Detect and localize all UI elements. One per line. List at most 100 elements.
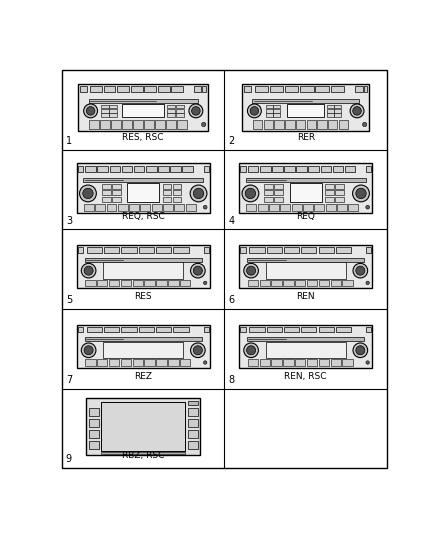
Circle shape: [242, 185, 259, 202]
Bar: [97, 359, 107, 366]
Text: 7: 7: [66, 375, 72, 385]
Bar: [173, 190, 181, 195]
Bar: [89, 120, 99, 129]
Circle shape: [366, 281, 369, 285]
Bar: [139, 247, 154, 253]
Bar: [176, 109, 184, 113]
Bar: [112, 190, 120, 195]
Bar: [249, 247, 265, 253]
Bar: [331, 280, 341, 286]
Bar: [88, 441, 99, 449]
Circle shape: [86, 107, 95, 115]
Bar: [101, 402, 185, 451]
Bar: [275, 120, 284, 129]
Bar: [317, 120, 327, 129]
Bar: [300, 86, 314, 92]
Text: REQ, RSC: REQ, RSC: [122, 212, 165, 221]
Text: REZ: REZ: [134, 372, 152, 381]
Bar: [273, 104, 280, 108]
Bar: [77, 163, 210, 213]
Bar: [123, 104, 164, 117]
Bar: [110, 114, 117, 117]
Bar: [106, 204, 117, 211]
Circle shape: [204, 361, 207, 364]
Bar: [85, 280, 95, 286]
Bar: [133, 359, 143, 366]
Bar: [318, 247, 334, 253]
Bar: [182, 166, 193, 172]
Bar: [103, 342, 183, 358]
Circle shape: [350, 104, 364, 118]
Bar: [260, 280, 270, 286]
Bar: [84, 204, 94, 211]
Bar: [90, 86, 102, 92]
Circle shape: [191, 263, 205, 278]
Bar: [287, 104, 324, 117]
Bar: [112, 197, 120, 201]
Bar: [86, 398, 200, 456]
Bar: [103, 262, 183, 279]
Bar: [204, 327, 208, 333]
Bar: [77, 325, 210, 368]
Bar: [180, 359, 191, 366]
Bar: [204, 247, 208, 253]
Bar: [87, 327, 102, 333]
Circle shape: [247, 346, 256, 355]
Circle shape: [244, 343, 258, 358]
Bar: [109, 280, 119, 286]
Circle shape: [245, 188, 256, 199]
Circle shape: [356, 266, 365, 275]
Bar: [301, 247, 317, 253]
Bar: [121, 247, 137, 253]
Bar: [78, 327, 83, 333]
Bar: [141, 204, 150, 211]
Bar: [345, 166, 356, 172]
Bar: [366, 166, 371, 172]
Bar: [273, 114, 280, 117]
Bar: [111, 120, 121, 129]
Bar: [202, 86, 206, 92]
Bar: [240, 166, 246, 172]
Bar: [343, 280, 353, 286]
Circle shape: [247, 266, 256, 275]
Bar: [112, 184, 120, 189]
Text: 3: 3: [66, 215, 72, 225]
Bar: [339, 120, 348, 129]
Bar: [295, 359, 305, 366]
Bar: [173, 184, 181, 189]
Bar: [162, 190, 171, 195]
Circle shape: [81, 263, 96, 278]
Bar: [274, 190, 283, 195]
Bar: [318, 327, 334, 333]
Bar: [280, 204, 290, 211]
Bar: [244, 86, 251, 92]
Bar: [292, 204, 302, 211]
Bar: [260, 359, 270, 366]
Bar: [171, 86, 183, 92]
Bar: [267, 247, 282, 253]
Bar: [270, 86, 283, 92]
Bar: [247, 258, 364, 262]
Bar: [239, 163, 372, 213]
Bar: [272, 280, 282, 286]
Circle shape: [193, 188, 204, 199]
Bar: [167, 109, 175, 113]
Bar: [78, 84, 208, 132]
Bar: [266, 262, 346, 279]
Bar: [104, 327, 120, 333]
Bar: [249, 327, 265, 333]
Bar: [173, 247, 189, 253]
Bar: [85, 166, 96, 172]
Bar: [290, 183, 321, 201]
Bar: [78, 247, 83, 253]
Bar: [264, 120, 273, 129]
Bar: [102, 197, 111, 201]
Bar: [319, 280, 329, 286]
Bar: [254, 86, 268, 92]
Text: REN, RSC: REN, RSC: [284, 372, 327, 381]
Circle shape: [84, 346, 93, 355]
Bar: [78, 166, 83, 172]
Circle shape: [203, 205, 207, 209]
Bar: [134, 166, 145, 172]
Bar: [204, 166, 208, 172]
